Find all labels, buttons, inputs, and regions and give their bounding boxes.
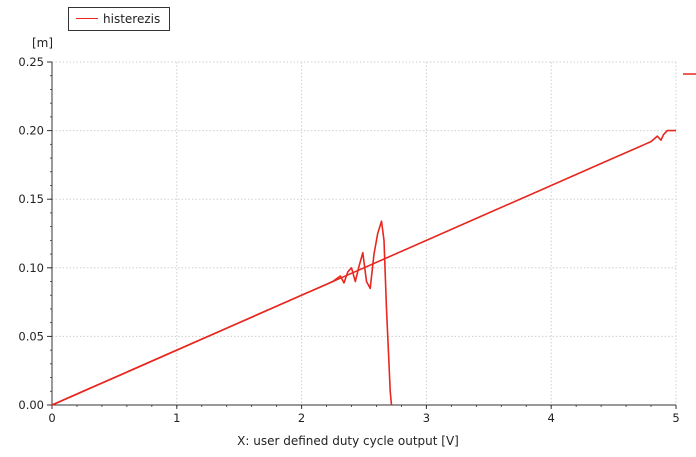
y-tick-label: 0.10 — [18, 261, 44, 275]
ticks: 0 1 2 3 4 5 0.00 0.05 0.10 0.15 0.20 0.25 — [18, 55, 679, 425]
x-tick-label: 0 — [48, 411, 55, 425]
series-lines — [51, 129, 676, 406]
axes — [51, 62, 676, 406]
y-tick-label: 0.15 — [18, 192, 44, 206]
x-tick-label: 1 — [173, 411, 180, 425]
y-tick-label: 0.05 — [18, 329, 44, 343]
series-line-0 — [51, 220, 393, 406]
legend-label: histerezis — [103, 12, 161, 26]
x-tick-label: 4 — [548, 411, 555, 425]
x-tick-label: 2 — [298, 411, 305, 425]
legend-swatch — [76, 18, 98, 19]
y-tick-label: 0.00 — [18, 398, 44, 412]
x-axis-label: X: user defined duty cycle output [V] — [237, 434, 459, 448]
legend: histerezis — [68, 7, 170, 31]
series-line-1 — [51, 129, 676, 406]
x-tick-label: 3 — [423, 411, 430, 425]
y-tick-label: 0.25 — [18, 55, 44, 69]
y-tick-label: 0.20 — [18, 124, 44, 138]
y-axis-unit-label: [m] — [32, 36, 54, 50]
x-tick-label: 5 — [672, 411, 679, 425]
grid-lines — [52, 61, 677, 405]
